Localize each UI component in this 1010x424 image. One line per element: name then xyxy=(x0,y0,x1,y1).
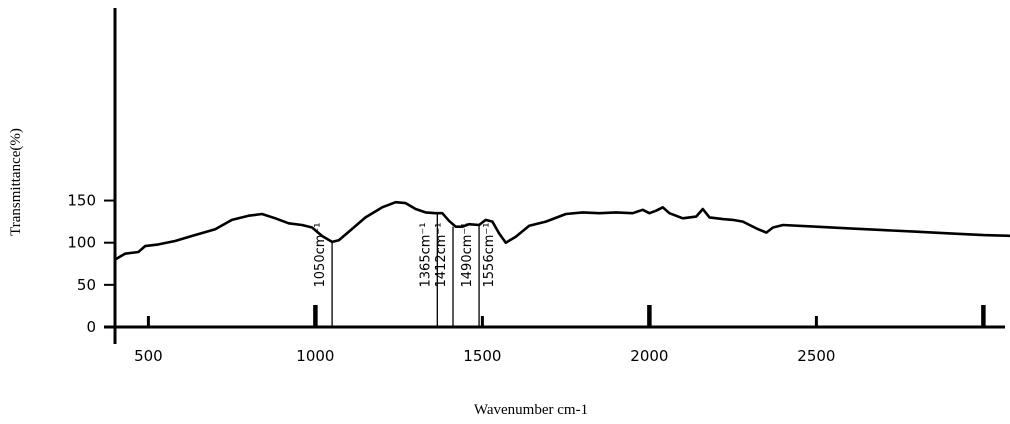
peak-label: 1556cm⁻¹ xyxy=(482,223,497,288)
x-tick-label: 2500 xyxy=(797,347,835,365)
y-axis-title: Transmittance(%) xyxy=(8,128,24,236)
y-tick-label: 100 xyxy=(67,234,96,252)
peak-label: 1365cm⁻¹ xyxy=(418,223,433,288)
x-tick-label: 1500 xyxy=(463,347,501,365)
peak-label: 1050cm⁻¹ xyxy=(313,223,328,288)
plot-area: 050100150500100015002000250035001050cm⁻¹… xyxy=(67,8,1010,365)
x-tick-label: 2000 xyxy=(630,347,668,365)
x-tick-label: 500 xyxy=(134,347,163,365)
x-axis-title: Wavenumber cm-1 xyxy=(474,402,588,418)
peak-label: 1412cm⁻¹ xyxy=(434,223,449,288)
x-tick-label: 1000 xyxy=(296,347,334,365)
spectrum-line xyxy=(113,200,1010,261)
y-tick-label: 50 xyxy=(77,276,96,294)
y-tick-label: 150 xyxy=(67,192,96,210)
peak-label: 1490cm⁻¹ xyxy=(460,223,475,288)
y-tick-label: 0 xyxy=(86,318,96,336)
